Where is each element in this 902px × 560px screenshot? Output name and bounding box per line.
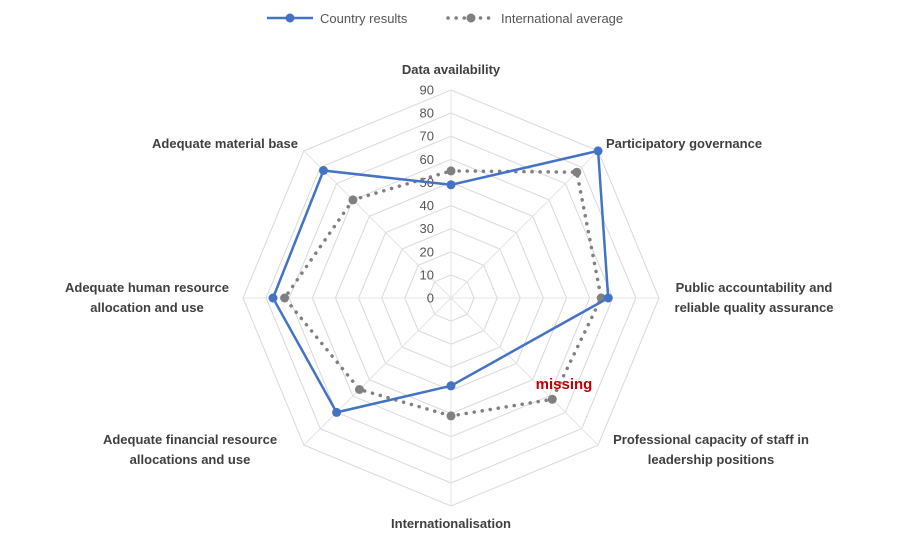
radial-tick-label: 40 — [420, 198, 434, 213]
radial-tick-label: 0 — [427, 291, 434, 306]
radial-tick-label: 60 — [420, 152, 434, 167]
series-line — [271, 149, 610, 414]
category-label: Internationalisation — [391, 516, 511, 531]
series-point — [572, 167, 582, 177]
series-point — [446, 166, 456, 176]
series-layer — [268, 146, 613, 421]
series-point — [446, 381, 456, 391]
annotations: missing — [536, 376, 593, 393]
series-international-average — [280, 166, 606, 421]
grid-spoke — [303, 150, 452, 299]
category-label: Data availability — [402, 62, 501, 77]
grid-spoke — [450, 297, 599, 446]
legend-item-country-results: Country results — [267, 11, 408, 26]
grid-spoke — [450, 150, 599, 299]
radial-tick-label: 10 — [420, 267, 434, 282]
legend-label: International average — [501, 11, 623, 26]
missing-annotation: missing — [536, 376, 593, 393]
category-label: Adequate financial resource allocations a… — [103, 432, 277, 467]
legend-marker — [466, 13, 476, 23]
series-point — [446, 180, 456, 190]
series-point — [446, 411, 456, 421]
radial-tick-label: 20 — [420, 244, 434, 259]
legend-label: Country results — [320, 11, 408, 26]
legend-item-international-average: International average — [446, 11, 623, 26]
category-label: Public accountability and reliable qualit… — [675, 280, 834, 315]
series-point — [268, 293, 278, 303]
series-point — [355, 385, 364, 394]
radial-tick-label: 30 — [420, 221, 434, 236]
legend: Country results International average — [267, 11, 623, 26]
category-label: Professional capacity of staff in leaders… — [613, 432, 809, 467]
radial-tick-label: 90 — [420, 83, 434, 98]
series-country-results — [268, 146, 613, 417]
series-point — [348, 195, 358, 205]
category-labels: Data availability Participatory governanc… — [65, 62, 833, 531]
series-point — [603, 293, 613, 303]
series-point — [319, 166, 328, 175]
category-label: Adequate material base — [152, 136, 298, 151]
category-label: Adequate human resource allocation and us… — [65, 280, 229, 315]
series-point — [332, 407, 342, 417]
series-point — [593, 146, 603, 156]
category-label: Participatory governance — [606, 136, 762, 151]
radial-tick-label: 80 — [420, 106, 434, 121]
series-point — [280, 293, 290, 303]
legend-marker — [285, 13, 295, 23]
grid-spoke — [303, 297, 452, 446]
series-point — [547, 394, 557, 404]
radial-tick-label: 70 — [420, 129, 434, 144]
